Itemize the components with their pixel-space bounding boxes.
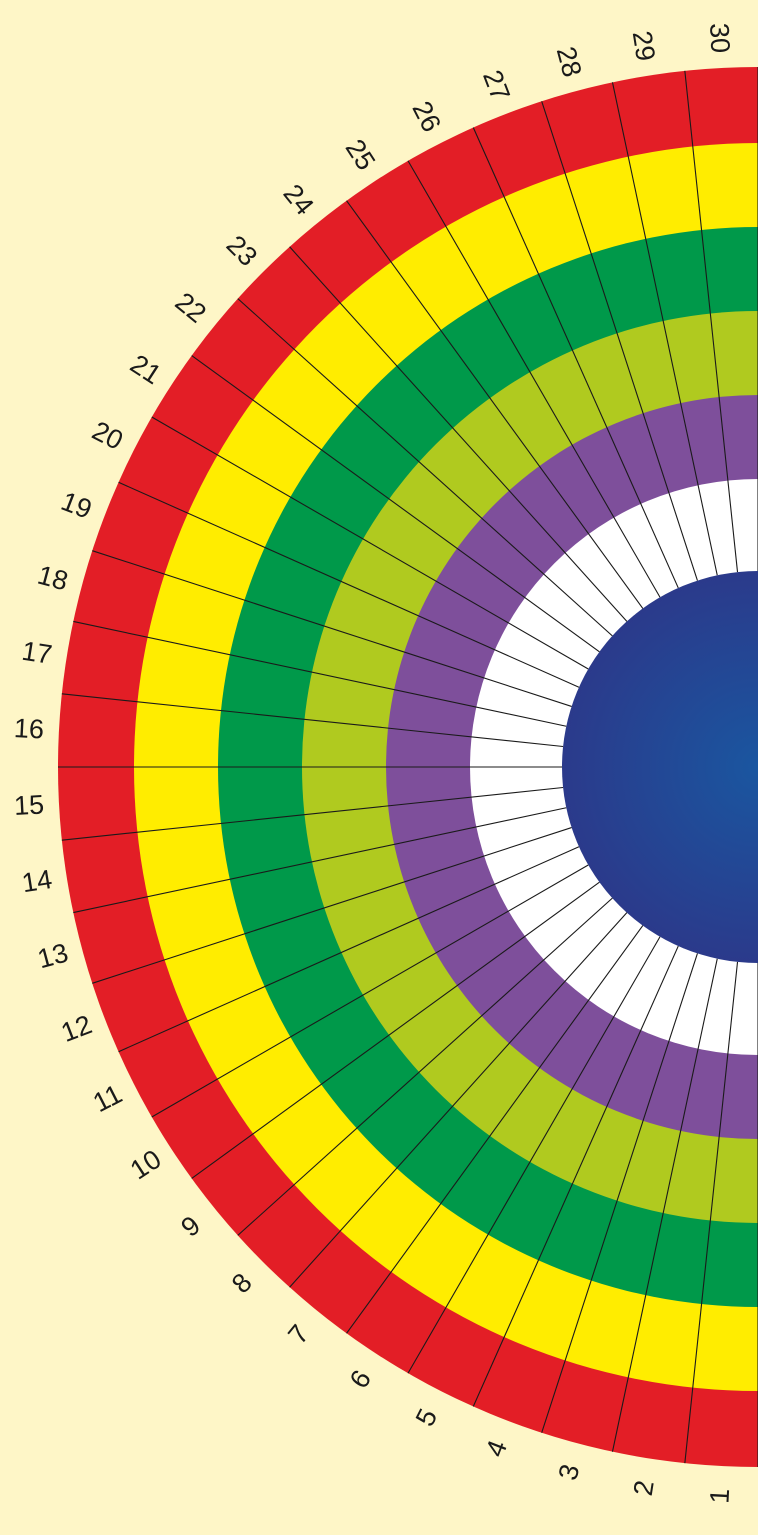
segment-label-2: 2 bbox=[628, 1478, 660, 1498]
segment-divider bbox=[684, 961, 739, 1464]
segment-label-17: 17 bbox=[20, 636, 54, 670]
segment-divider bbox=[684, 70, 739, 573]
segment-divider bbox=[346, 200, 644, 609]
center-disc bbox=[562, 571, 758, 963]
segment-divider bbox=[151, 416, 589, 670]
segment-divider bbox=[61, 786, 564, 841]
segment-divider bbox=[472, 127, 679, 589]
segment-label-3: 3 bbox=[553, 1461, 586, 1483]
segment-divider bbox=[541, 953, 698, 1433]
segment-divider bbox=[191, 355, 600, 653]
segment-divider bbox=[92, 550, 572, 707]
segment-label-29: 29 bbox=[627, 29, 661, 63]
segment-label-15: 15 bbox=[13, 789, 45, 821]
segment-divider bbox=[472, 945, 679, 1407]
segment-labels: 1234567891011121314151617181920212223242… bbox=[13, 22, 735, 1504]
segment-divider bbox=[541, 101, 698, 581]
segment-label-13: 13 bbox=[34, 938, 71, 975]
segment-label-14: 14 bbox=[20, 864, 54, 898]
segment-divider bbox=[73, 620, 567, 727]
segment-divider bbox=[118, 846, 580, 1053]
segment-divider bbox=[611, 82, 718, 576]
segment-divider bbox=[407, 160, 661, 598]
segment-divider bbox=[289, 246, 628, 622]
segment-divider bbox=[73, 807, 567, 914]
segment-divider bbox=[346, 925, 644, 1334]
segment-dividers bbox=[58, 67, 758, 1467]
segment-divider bbox=[191, 881, 600, 1179]
segment-label-30: 30 bbox=[704, 22, 736, 54]
segment-divider bbox=[237, 897, 613, 1236]
segment-divider bbox=[237, 298, 613, 637]
segment-label-16: 16 bbox=[13, 713, 45, 745]
segment-divider bbox=[151, 864, 589, 1118]
segment-divider bbox=[61, 693, 564, 748]
segment-divider bbox=[92, 827, 572, 984]
segment-divider bbox=[289, 912, 628, 1288]
segment-divider bbox=[407, 936, 661, 1374]
segment-divider bbox=[611, 958, 718, 1452]
segment-divider bbox=[118, 481, 580, 688]
segment-label-1: 1 bbox=[704, 1488, 735, 1505]
